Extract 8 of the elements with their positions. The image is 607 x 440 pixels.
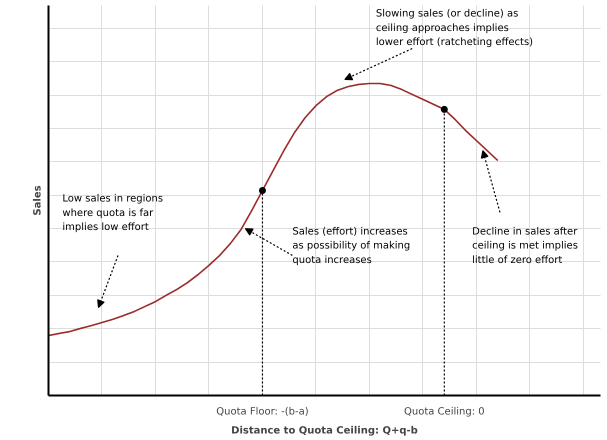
annotation: Decline in sales after ceiling is met implies little of zero effort xyxy=(472,226,578,266)
text: Slowing sales (or decline) as ceiling approaches implies lower effort (ratcheting effects) xyxy=(376,8,534,48)
x-tick-label: Quota Ceiling: 0 xyxy=(404,406,485,418)
y-axis-title: Sales xyxy=(32,185,44,216)
x-axis-title: Distance to Quota Ceiling: Q+q-b xyxy=(231,426,418,436)
annotation: Sales (effort) increases as possibility of making quota increases xyxy=(292,226,410,266)
x-tick-label: Quota Floor: -(b-a) xyxy=(216,406,309,418)
annotation: Low sales in regions where quota is far implies low effort xyxy=(62,194,164,234)
